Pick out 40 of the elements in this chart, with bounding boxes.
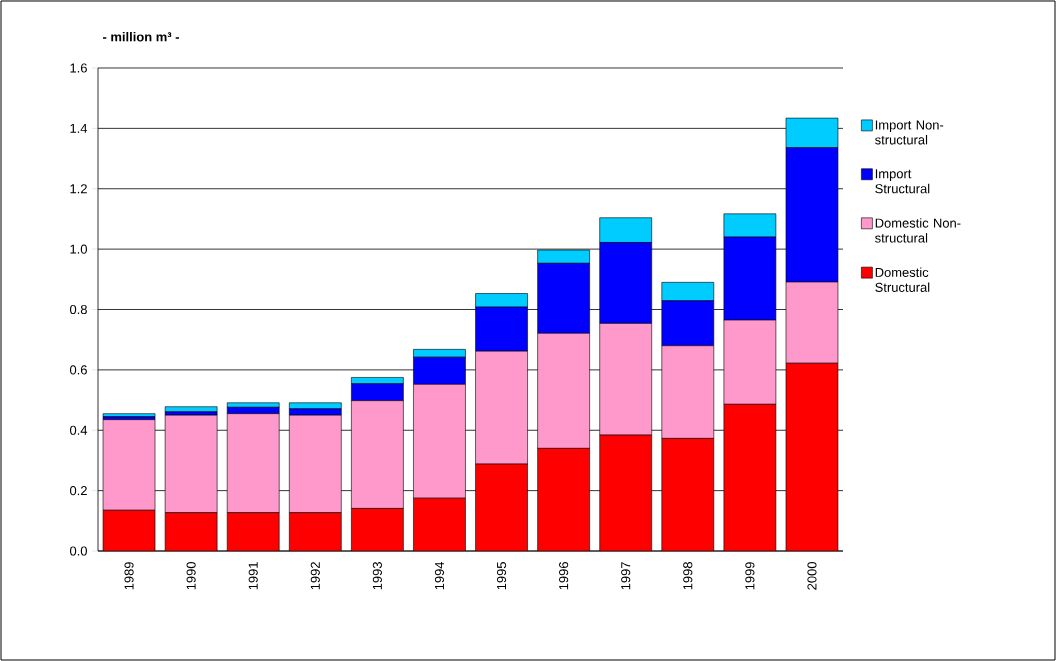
bar (723, 404, 776, 551)
y-tick-label: 0.4 (69, 425, 88, 435)
y-tick-label: 0.8 (69, 304, 87, 315)
y-tick-label: 1.2 (70, 184, 87, 194)
bar (661, 438, 714, 551)
y-tick-label: 0.2 (69, 486, 87, 496)
bar (351, 508, 404, 551)
x-tick-label: 1999 (745, 562, 755, 590)
legend-label: Import Non-structural (875, 120, 944, 145)
bar (537, 448, 590, 551)
x-tick-label: 1993 (372, 562, 382, 590)
y-tick-label: 1.6 (70, 63, 87, 73)
bar (164, 406, 218, 413)
x-tick-label: 1991 (248, 562, 258, 590)
bar (165, 512, 218, 551)
bar (289, 512, 342, 551)
x-tick-label: 1990 (186, 562, 196, 590)
x-tick-label: 1995 (496, 562, 507, 590)
y-tick-label: 0.6 (69, 365, 87, 375)
x-tick-label: 1996 (559, 562, 569, 590)
x-tick-label: 1997 (621, 562, 631, 590)
legend-label: Domestic Structural (875, 267, 930, 292)
bar (475, 464, 528, 551)
x-tick-label: 1989 (124, 562, 134, 590)
x-tick-label: 2000 (807, 562, 817, 590)
bar (164, 414, 218, 513)
x-tick-label: 1994 (434, 561, 445, 590)
y-tick-label: 0.0 (69, 546, 87, 556)
bar (227, 512, 280, 551)
x-tick-label: 1998 (683, 562, 693, 590)
bar (103, 510, 156, 551)
bar (785, 362, 839, 551)
y-tick-label: 1.4 (70, 123, 88, 133)
y-tick-label: 1.0 (70, 244, 87, 254)
legend-label: Domestic Non-structural (875, 218, 961, 243)
legend-label: Import Structural (875, 169, 930, 194)
bar (413, 498, 466, 551)
bar (599, 435, 652, 551)
y-axis-title: - million m³ - (103, 31, 179, 42)
x-tick-label: 1992 (310, 562, 320, 590)
